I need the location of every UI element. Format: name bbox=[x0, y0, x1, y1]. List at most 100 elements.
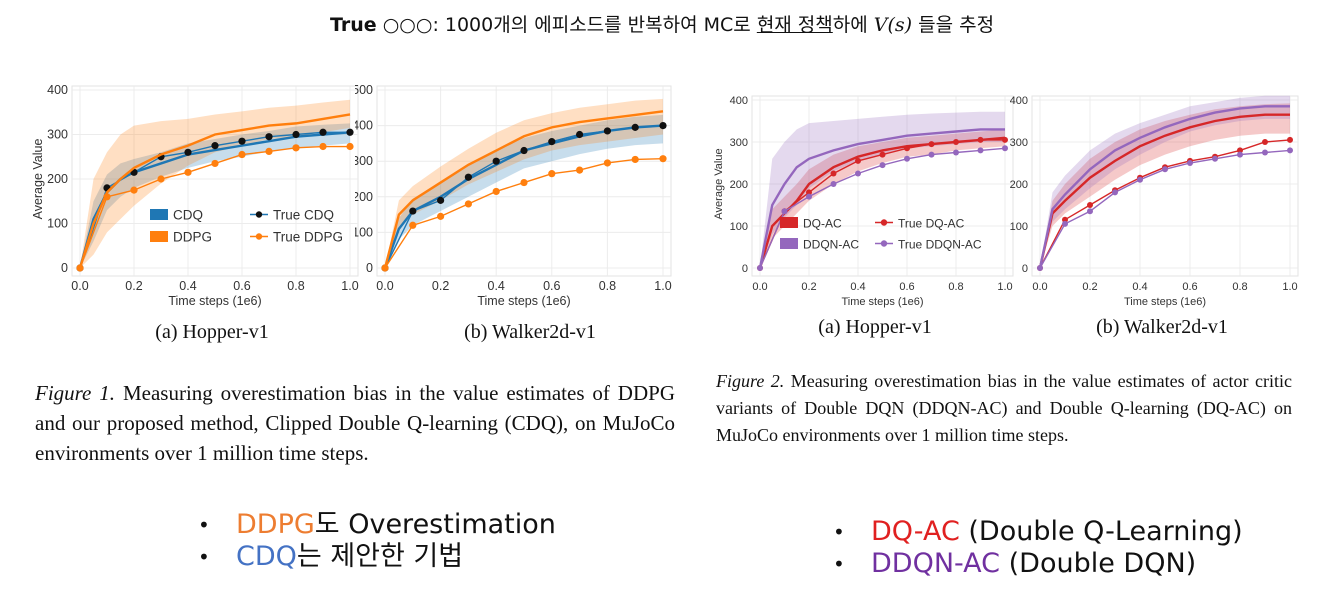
legend-label: True DDQN-AC bbox=[898, 238, 982, 252]
legend-label: True CDQ bbox=[273, 208, 334, 223]
legend-label: True DDPG bbox=[273, 230, 343, 245]
true-value-point bbox=[346, 128, 354, 136]
figure1-caption: Figure 1. Measuring overestimation bias … bbox=[35, 378, 675, 468]
legend-marker bbox=[880, 219, 888, 226]
y-tick-label: 400 bbox=[730, 95, 748, 107]
header-note: True ○○○: 1000개의 에피소드를 반복하여 MC로 현재 정책하에 … bbox=[330, 14, 1050, 36]
legend-label: True DQ-AC bbox=[898, 217, 965, 231]
true-value-point bbox=[1237, 147, 1243, 154]
y-tick-label: 0 bbox=[366, 261, 373, 275]
true-value-point bbox=[928, 151, 935, 158]
bullet-dqac: DQ-AC (Double Q-Learning) bbox=[833, 516, 1243, 548]
true-value-point bbox=[1062, 220, 1068, 227]
true-value-point bbox=[830, 181, 837, 187]
figure2-caption-label: Figure 2. bbox=[716, 371, 785, 391]
true-value-point bbox=[103, 193, 111, 201]
figure1-plot-walker: 0 100 200 300 400 500 0.0 0.2 0.4 0.6 0.8 1.0 Time s… bbox=[355, 83, 672, 343]
y-tick-label: 200 bbox=[355, 190, 373, 204]
true-value-point bbox=[1237, 151, 1243, 158]
true-value-point bbox=[548, 170, 556, 178]
true-value-point bbox=[464, 173, 472, 181]
x-tick-label: 0.0 bbox=[752, 281, 767, 293]
x-tick-label: 1.0 bbox=[1282, 281, 1297, 293]
true-value-point bbox=[1062, 216, 1068, 223]
true-value-point bbox=[184, 168, 192, 176]
legend-label: DDQN-AC bbox=[803, 238, 859, 252]
true-value-point bbox=[211, 142, 219, 150]
bullet-ddpg-rest: 도 Overestimation bbox=[314, 509, 556, 540]
y-tick-label: 100 bbox=[730, 221, 748, 233]
true-value-point bbox=[781, 208, 788, 215]
true-value-point bbox=[1262, 139, 1268, 145]
x-tick-label: 0.8 bbox=[1232, 281, 1247, 293]
series-line bbox=[758, 128, 1005, 269]
bullet-cdq: CDQ는 제안한 기법 bbox=[198, 541, 556, 573]
series-band bbox=[760, 129, 1005, 268]
figure1-panel-caption-a: (a) Hopper-v1 bbox=[155, 321, 268, 343]
true-value-point bbox=[1087, 208, 1093, 215]
true-value-point bbox=[1287, 136, 1293, 143]
x-tick-label: 0.6 bbox=[899, 281, 914, 293]
y-tick-label: 0 bbox=[61, 261, 68, 275]
y-tick-label: 400 bbox=[355, 119, 373, 133]
header-math: V(s) bbox=[873, 14, 913, 36]
x-tick-label: 1.0 bbox=[341, 279, 358, 293]
figure2-plot-walker: 0 100 200 300 400 0.0 0.2 0.4 0.6 0.8 1.0 Time step… bbox=[1010, 95, 1299, 338]
true-value-point bbox=[977, 136, 984, 143]
figure1-plot-hopper: 0 100 200 300 400 0.0 0.2 0.4 0.6 0.8 1.0 Time step… bbox=[31, 83, 359, 343]
bullet-cdq-rest: 는 제안한 기법 bbox=[296, 541, 464, 572]
true-value-point bbox=[292, 130, 300, 139]
true-value-point bbox=[1087, 202, 1093, 208]
true-value-point bbox=[1112, 189, 1118, 196]
bullet-dqac-colored: DQ-AC bbox=[871, 516, 960, 547]
bullet-list-right: DQ-AC (Double Q-Learning) DDQN-AC (Doubl… bbox=[833, 516, 1243, 580]
x-tick-label: 0.2 bbox=[125, 279, 142, 293]
true-value-point bbox=[904, 155, 910, 162]
true-value-point bbox=[548, 138, 556, 146]
x-tick-label: 0.0 bbox=[376, 279, 393, 293]
true-value-point bbox=[1002, 145, 1008, 152]
true-value-point bbox=[520, 178, 528, 187]
x-tick-label: 0.0 bbox=[71, 279, 88, 293]
y-tick-label: 300 bbox=[1010, 137, 1028, 149]
true-value-point bbox=[830, 170, 837, 177]
true-value-point bbox=[576, 166, 584, 174]
y-tick-label: 400 bbox=[47, 83, 68, 97]
x-tick-label: 0.4 bbox=[1132, 281, 1147, 293]
true-value-point bbox=[437, 212, 445, 220]
x-tick-label: 0.6 bbox=[543, 279, 560, 293]
true-value-point bbox=[855, 170, 861, 177]
x-tick-label: 0.4 bbox=[850, 281, 865, 293]
y-axis-label: Average Value bbox=[31, 139, 45, 220]
figure2-caption-text: Measuring overestimation bias in the val… bbox=[716, 371, 1292, 445]
bullet-ddqnac: DDQN-AC (Double DQN) bbox=[833, 548, 1243, 580]
true-value-point bbox=[437, 196, 445, 204]
true-value-point bbox=[631, 123, 639, 131]
figure2-panel-caption-b: (b) Walker2d-v1 bbox=[1096, 316, 1228, 338]
bullet-dqac-rest: (Double Q-Learning) bbox=[959, 516, 1243, 547]
x-tick-label: 0.2 bbox=[432, 279, 449, 293]
true-value-point bbox=[157, 175, 165, 183]
true-value-point bbox=[130, 186, 138, 194]
true-value-point bbox=[1002, 136, 1008, 143]
true-value-point bbox=[806, 189, 812, 196]
series-band bbox=[760, 111, 1005, 268]
legend-label: DDPG bbox=[173, 230, 212, 245]
true-value-point bbox=[1212, 155, 1218, 162]
legend-marker bbox=[880, 240, 888, 247]
true-value-point bbox=[904, 145, 910, 152]
y-tick-label: 200 bbox=[47, 172, 68, 186]
series-line bbox=[78, 113, 351, 269]
x-tick-label: 0.4 bbox=[179, 279, 196, 293]
true-value-point bbox=[1187, 160, 1193, 166]
true-value-point bbox=[381, 264, 389, 272]
legend-label: CDQ bbox=[173, 208, 203, 223]
true-value-point bbox=[1262, 149, 1268, 156]
bullet-cdq-colored: CDQ bbox=[236, 541, 297, 572]
true-value-point bbox=[265, 147, 273, 156]
true-value-point bbox=[977, 147, 984, 154]
true-value-point bbox=[409, 221, 417, 229]
figure2-panel-caption-a: (a) Hopper-v1 bbox=[818, 316, 931, 338]
x-tick-label: 0.6 bbox=[233, 279, 250, 293]
legend-swatch bbox=[150, 231, 168, 242]
